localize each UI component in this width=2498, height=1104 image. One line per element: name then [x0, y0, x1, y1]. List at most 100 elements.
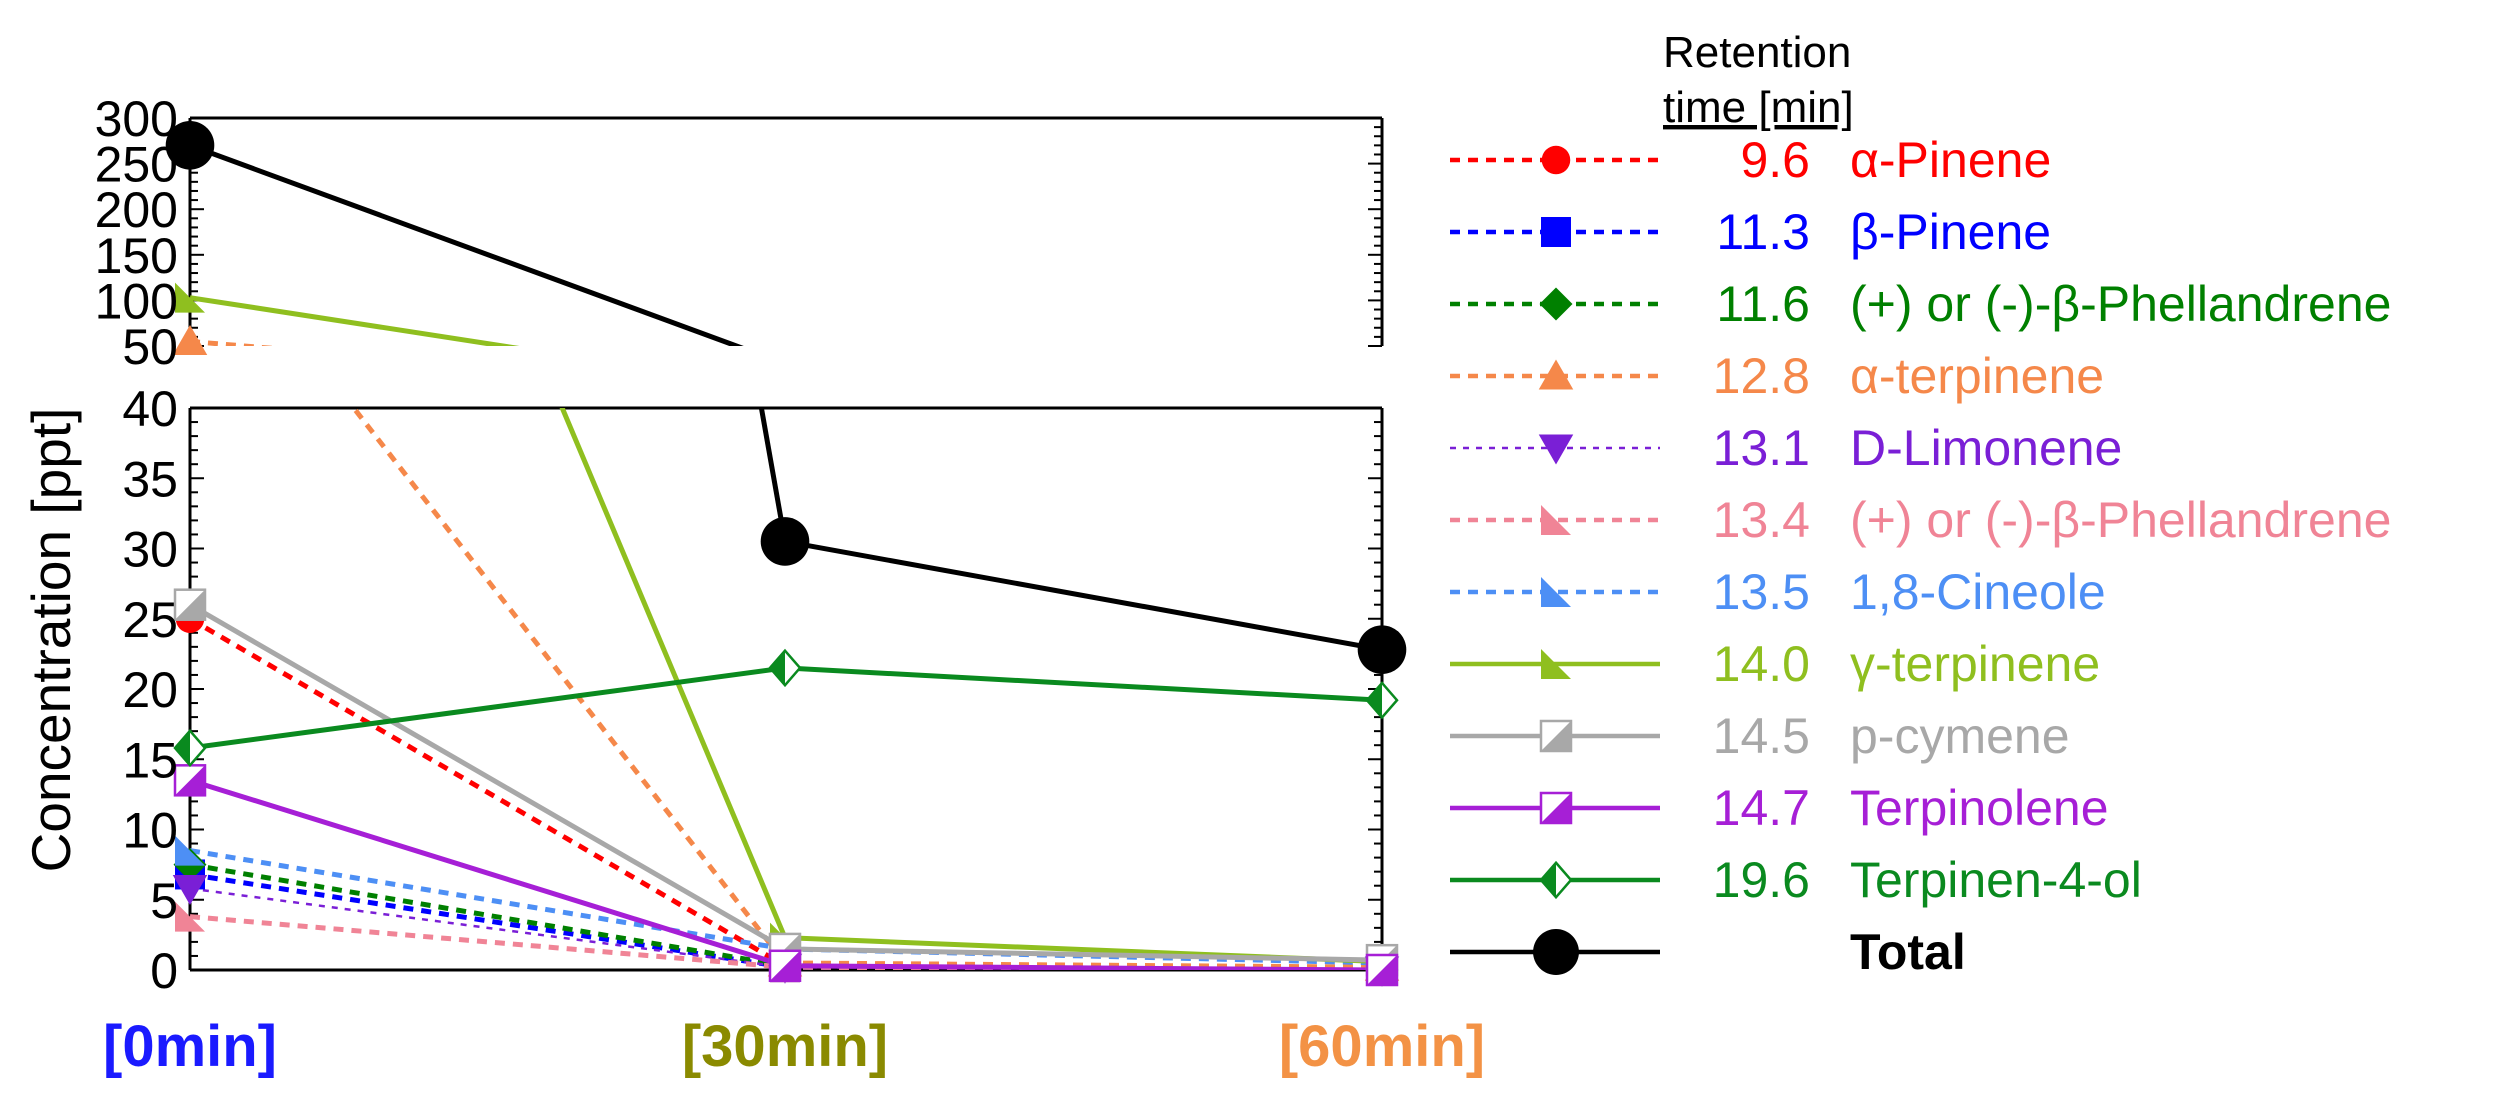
legend-marker: [1541, 577, 1571, 607]
series-markers: [165, 121, 1407, 987]
y-tick-label-upper: 250: [95, 137, 178, 193]
x-category-label: [30min]: [682, 1014, 888, 1079]
series-line-1-lower: [190, 871, 786, 970]
x-category-label: [60min]: [1279, 1014, 1485, 1079]
series-line-7-lower: [559, 408, 788, 939]
legend-retention-time: 12.8: [1713, 348, 1810, 404]
series-9-point-0: [173, 764, 207, 797]
legend-item: 13.5 1,8-Cineole: [1450, 564, 2106, 620]
series-line-3-lower: [784, 960, 1382, 970]
legend: Retention time [min] 9.6 α-Pinene 11.3 β-Pi…: [1450, 28, 2391, 980]
legend-marker: [1539, 719, 1573, 753]
y-tick-label-lower: 40: [122, 381, 178, 437]
legend-label: Terpinen-4-ol: [1850, 852, 2142, 908]
legend-retention-time: 13.1: [1713, 420, 1810, 476]
legend-marker: [1539, 791, 1573, 825]
legend-retention-time: 11.6: [1716, 276, 1810, 332]
y-tick-label-lower: 15: [122, 732, 178, 788]
legend-label: (+) or (-)-β-Phellandrene: [1850, 492, 2391, 548]
y-tick-label-lower: 0: [150, 943, 178, 999]
series-line-11-lower: [758, 408, 788, 542]
legend-marker: [1541, 649, 1571, 679]
series-10-point-2: [1365, 681, 1399, 720]
series-line-4-lower: [190, 887, 786, 969]
series-9-point-2: [1365, 953, 1399, 987]
series-3-point-0: [172, 324, 208, 355]
legend-item: 13.4 (+) or (-)-β-Phellandrene: [1450, 492, 2391, 548]
y-tick-label-upper: 50: [122, 319, 178, 375]
series-line-3-upper: [190, 338, 275, 346]
legend-label: p-cymene: [1850, 708, 2070, 764]
series-10-point-0: [173, 728, 207, 768]
y-tick-label-upper: 300: [95, 91, 178, 147]
legend-marker: [1541, 505, 1571, 535]
legend-label: γ-terpinene: [1850, 636, 2100, 692]
series-line-5-lower: [190, 914, 786, 970]
series-line-2-lower: [190, 862, 786, 969]
legend-retention-time: 13.4: [1713, 492, 1810, 548]
series-10-point-1: [768, 648, 802, 688]
series-line-7-upper: [190, 295, 520, 346]
legend-marker: [1538, 434, 1574, 465]
legend-retention-time: 14.5: [1713, 708, 1810, 764]
series-11-point-2: [1357, 625, 1407, 674]
series-line-9-lower: [784, 963, 1382, 970]
legend-label: α-Pinene: [1850, 132, 2051, 188]
legend-label: Total: [1850, 924, 1966, 980]
legend-marker: [1533, 929, 1579, 975]
series-8-point-0: [173, 588, 207, 621]
legend-retention-time: 14.7: [1713, 780, 1810, 836]
legend-marker: [1541, 217, 1571, 247]
series-line-8-lower: [784, 946, 1382, 963]
series-5-point-0: [175, 901, 205, 932]
series-line-10-lower: [190, 665, 786, 751]
legend-item: 9.6 α-Pinene: [1450, 132, 2051, 188]
legend-item: 11.3 β-Pinene: [1450, 204, 2051, 260]
series-line-0-lower: [190, 616, 787, 968]
series-11-point-0: [165, 121, 215, 170]
series-4-point-0: [172, 875, 208, 906]
y-tick-label-lower: 20: [122, 662, 178, 718]
series-lines: [190, 143, 1382, 970]
legend-item: 14.7 Terpinolene: [1450, 780, 2109, 836]
legend-retention-time: 14.0: [1713, 636, 1810, 692]
legend-item: 11.6 (+) or (-)-β-Phellandrene: [1450, 276, 2391, 332]
legend-label: 1,8-Cineole: [1850, 564, 2106, 620]
legend-header-line2: time [min]: [1663, 83, 1854, 132]
legend-marker: [1541, 145, 1571, 175]
series-line-8-lower: [190, 602, 787, 952]
series-9-point-1: [768, 949, 802, 983]
series-line-11-upper: [190, 143, 744, 346]
legend-marker: [1539, 860, 1573, 900]
legend-retention-time: 19.6: [1713, 852, 1810, 908]
legend-item: 14.0 γ-terpinene: [1450, 636, 2100, 692]
legend-label: β-Pinene: [1850, 204, 2051, 260]
series-6-point-0: [175, 835, 205, 866]
legend-item: 19.6 Terpinen-4-ol: [1450, 852, 2142, 908]
y-tick-label-lower: 35: [122, 451, 178, 507]
legend-retention-time: 11.3: [1716, 204, 1810, 260]
y-axis-label: Concentration [ppt]: [20, 408, 82, 873]
series-7-point-0: [175, 282, 205, 313]
legend-header-line1: Retention: [1663, 28, 1851, 77]
y-tick-label-upper: 100: [95, 273, 178, 329]
legend-retention-time: 9.6: [1740, 132, 1810, 188]
legend-item: Total: [1450, 924, 1966, 980]
legend-label: Terpinolene: [1850, 780, 2109, 836]
y-tick-label-lower: 5: [150, 873, 178, 929]
legend-retention-time: 13.5: [1713, 564, 1810, 620]
legend-marker: [1538, 359, 1574, 390]
series-line-10-lower: [784, 665, 1382, 703]
y-tick-label-lower: 30: [122, 522, 178, 578]
x-category-label: [0min]: [103, 1014, 277, 1079]
series-line-11-lower: [784, 539, 1382, 653]
y-tick-label-upper: 150: [95, 228, 178, 284]
series-line-9-lower: [190, 777, 786, 969]
legend-item: 13.1 D-Limonene: [1450, 420, 2122, 476]
legend-item: 12.8 α-terpinene: [1450, 348, 2104, 404]
series-11-point-1: [760, 517, 810, 566]
y-tick-label-upper: 200: [95, 182, 178, 238]
y-tick-label-lower: 25: [122, 592, 178, 648]
